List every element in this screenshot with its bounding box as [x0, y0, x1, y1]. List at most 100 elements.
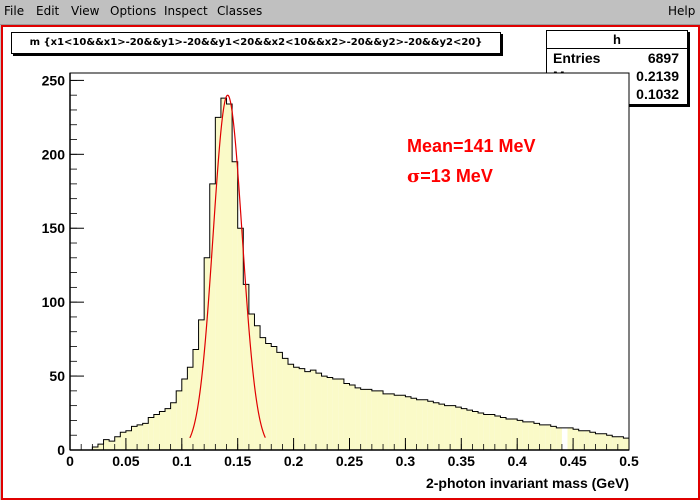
- histogram-bar: [343, 383, 350, 450]
- histogram-bar: [260, 337, 266, 450]
- histogram-bar: [310, 370, 316, 450]
- y-tick-label: 0: [57, 442, 65, 458]
- stats-mean-label: Mean: [553, 68, 589, 84]
- histogram-bar: [578, 430, 585, 450]
- histogram-bar: [511, 418, 518, 450]
- x-tick-label: 0.1: [172, 453, 192, 469]
- histogram-bar: [103, 439, 110, 450]
- x-tick-label: 0.05: [112, 453, 139, 469]
- histogram-bar: [371, 390, 378, 450]
- histogram-bar: [254, 325, 261, 450]
- histogram-bar: [427, 401, 434, 450]
- axes: 0 0.05 0.1 0.15 0.2 0.25 0.3 0.35 0.4 0.45 0.5 0 50 1…: [42, 72, 639, 469]
- histogram-bar: [109, 441, 115, 450]
- menu-file[interactable]: File: [4, 4, 25, 18]
- histogram-bar: [410, 398, 417, 450]
- histogram-bar: [282, 358, 289, 450]
- histogram-bar: [220, 98, 227, 450]
- menu-help[interactable]: Help: [668, 4, 696, 18]
- histogram-bar: [573, 429, 579, 450]
- y-tick-label: 200: [42, 146, 66, 162]
- histogram-bar: [215, 117, 221, 451]
- plot-area: [69, 72, 630, 451]
- stats-entries-label: Entries: [553, 50, 601, 66]
- histogram-bar: [383, 393, 389, 450]
- histogram-bar: [120, 432, 126, 450]
- histogram-bar: [394, 395, 400, 450]
- histogram-bar: [500, 417, 507, 450]
- histogram-bar: [399, 395, 406, 450]
- stats-row-entries: Entries 6897: [547, 49, 687, 67]
- stats-entries-value: 6897: [647, 50, 679, 66]
- histogram-bar: [444, 405, 451, 450]
- mean-annotation: Mean=141 MeV: [407, 136, 536, 156]
- menu-classes[interactable]: Classes: [217, 4, 263, 18]
- stats-box: h Entries 6897 Mean 0.2139 RMS 0.1032: [546, 30, 688, 105]
- histogram-layer: [69, 72, 630, 451]
- y-tick-label: 100: [42, 294, 66, 310]
- histogram-bar: [388, 393, 395, 450]
- y-tick-label: 250: [42, 72, 66, 88]
- x-axis-label: 2-photon invariant mass (GeV): [426, 475, 629, 491]
- stats-rms-value: 0.1032: [636, 86, 679, 102]
- histogram-bar: [349, 384, 356, 450]
- x-tick-label: 0.2: [284, 453, 304, 469]
- histogram-bar: [494, 415, 501, 450]
- x-tick-label: 0.3: [396, 453, 416, 469]
- histogram-bar: [159, 411, 166, 450]
- histogram-bar: [612, 436, 618, 450]
- histogram-bar: [623, 438, 629, 450]
- histogram-bar: [288, 364, 294, 450]
- histogram-bar: [472, 411, 479, 450]
- histogram-bar: [405, 396, 411, 450]
- x-tick-label: 0.35: [448, 453, 475, 469]
- menu-view[interactable]: View: [71, 4, 100, 18]
- sigma-value: =13 MeV: [420, 166, 493, 186]
- histogram-bar: [366, 389, 372, 450]
- histogram-bar: [517, 420, 523, 450]
- histogram-bar: [204, 257, 210, 450]
- histogram-bar: [304, 371, 311, 450]
- histogram-bar: [142, 423, 149, 450]
- histogram-bar: [584, 430, 590, 450]
- stats-row-rms: RMS 0.1032: [547, 85, 687, 103]
- x-tick-label: 0.4: [507, 453, 527, 469]
- histogram-bar: [332, 379, 339, 450]
- gaussian-fit-curve: [189, 94, 266, 439]
- y-tick-label: 150: [42, 220, 66, 236]
- histogram-bar: [181, 379, 188, 450]
- histogram-bar: [153, 414, 160, 450]
- histogram-bar: [438, 404, 445, 450]
- histogram-bar: [545, 424, 551, 450]
- menu-inspect[interactable]: Inspect: [164, 4, 208, 18]
- histogram-bar: [601, 433, 607, 450]
- histogram-bar: [556, 427, 562, 450]
- histogram-bar: [606, 435, 613, 450]
- histogram-outline: [70, 97, 630, 451]
- histogram-bar: [226, 104, 233, 450]
- histogram-bar: [137, 424, 143, 450]
- histogram-title: m {x1<10&&x1>-20&&y1>-20&&y1<20&&x2<10&&…: [11, 32, 501, 54]
- histogram-bar: [433, 402, 439, 450]
- histogram-bar: [461, 408, 467, 450]
- histogram-bar: [617, 436, 624, 450]
- histogram-bar: [237, 228, 244, 450]
- histogram-bar: [450, 405, 456, 450]
- histogram-bar: [125, 430, 132, 450]
- histogram-bar: [478, 413, 484, 450]
- histogram-bar: [506, 418, 512, 450]
- histogram-bar: [170, 402, 177, 450]
- histogram-bar: [299, 368, 305, 450]
- plot-canvas[interactable]: m {x1<10&&x1>-20&&y1>-20&&y1<20&&x2<10&&…: [1, 25, 700, 500]
- sigma-annotation: σ=13 MeV: [407, 166, 493, 187]
- histogram-bar: [466, 410, 473, 450]
- x-tick-label: 0.25: [336, 453, 363, 469]
- menu-options[interactable]: Options: [110, 4, 157, 18]
- x-tick-label: 0.5: [619, 453, 639, 469]
- histogram-bar: [567, 427, 574, 450]
- histogram-bar: [165, 408, 171, 450]
- histogram-bar: [377, 390, 384, 450]
- menu-edit[interactable]: Edit: [36, 4, 60, 18]
- histogram-bar: [176, 390, 182, 450]
- histogram-bar: [360, 389, 367, 450]
